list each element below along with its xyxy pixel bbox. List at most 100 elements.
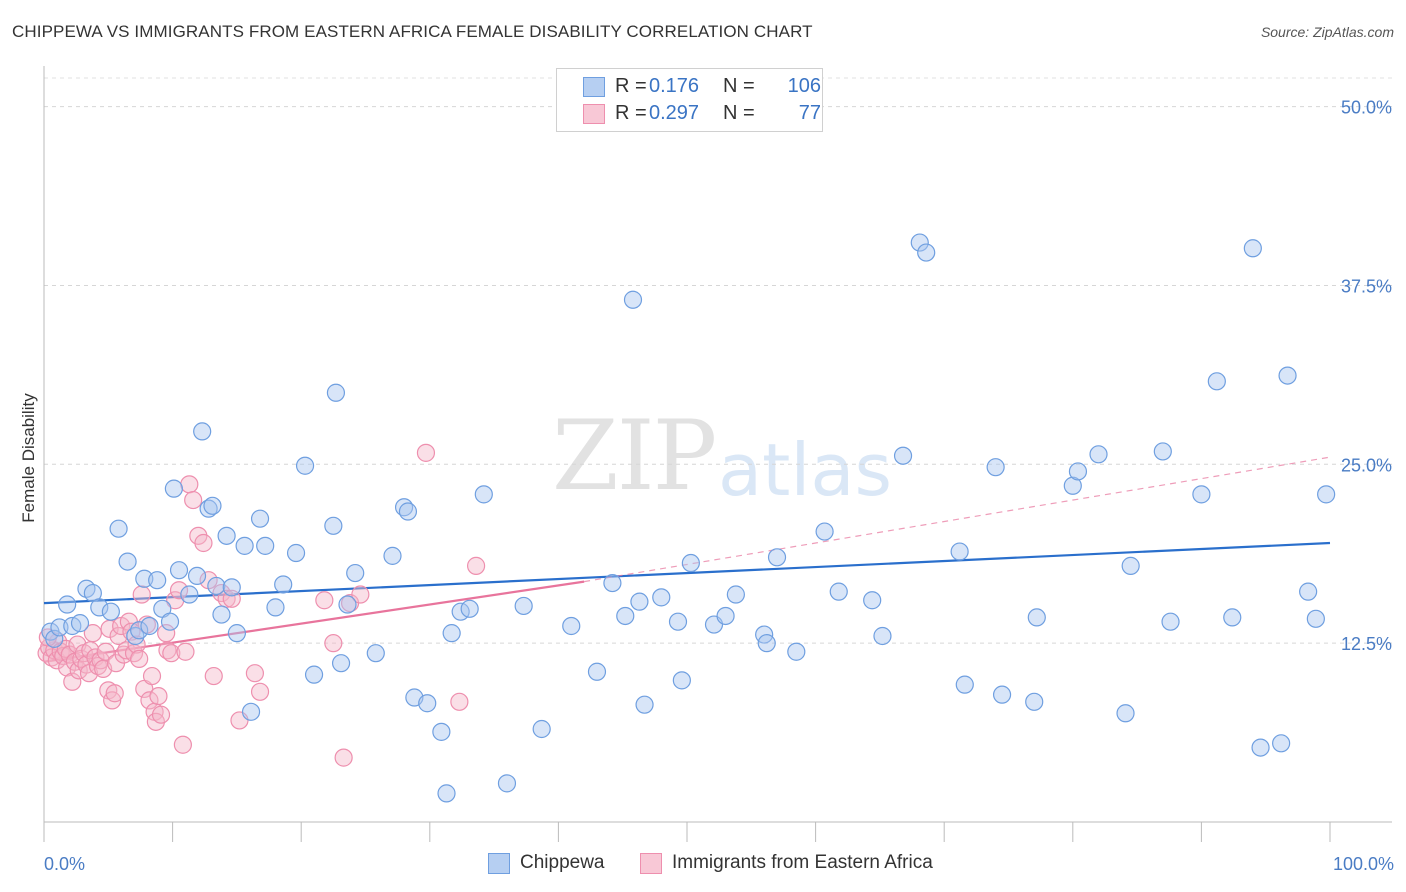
point-chippewa [140, 616, 159, 636]
legend-r-value: 0.176 [649, 75, 700, 97]
point-immigrants [324, 634, 343, 653]
point-immigrants [315, 591, 334, 610]
point-chippewa [1089, 445, 1108, 464]
point-chippewa [955, 675, 974, 694]
correlation-legend: R = 0.176 N = 106 R = 0.297 N = 77 [556, 68, 823, 132]
point-chippewa [893, 446, 913, 465]
point-immigrants [42, 648, 61, 667]
point-immigrants [173, 735, 192, 754]
point-chippewa [863, 591, 882, 610]
point-chippewa [497, 774, 517, 793]
point-immigrants [176, 642, 195, 661]
legend-n-value: 77 [798, 102, 821, 124]
point-chippewa [90, 598, 109, 617]
point-immigrants [142, 666, 162, 686]
point-chippewa [767, 548, 787, 567]
point-chippewa [716, 606, 735, 626]
point-chippewa [1223, 608, 1242, 627]
point-chippewa [668, 612, 688, 631]
point-chippewa [917, 243, 936, 262]
point-immigrants [245, 664, 265, 683]
point-chippewa [1027, 608, 1046, 627]
legend-n-value: 106 [787, 75, 821, 97]
point-chippewa [1299, 582, 1318, 601]
x-tick-label: 100.0% [1333, 854, 1394, 874]
point-chippewa [326, 383, 346, 402]
point-immigrants [466, 556, 486, 575]
point-chippewa [418, 694, 437, 713]
point-chippewa [324, 516, 343, 535]
point-chippewa [1278, 366, 1297, 385]
point-chippewa [437, 784, 456, 803]
point-chippewa [256, 536, 275, 555]
y-tick-label: 25.0% [1341, 455, 1392, 475]
point-chippewa [331, 654, 351, 673]
point-chippewa [532, 719, 551, 739]
point-immigrants [140, 691, 159, 710]
point-chippewa [212, 605, 231, 624]
point-chippewa [70, 614, 90, 633]
y-tick-label: 50.0% [1341, 98, 1392, 118]
point-immigrants [151, 705, 171, 724]
point-chippewa [164, 479, 183, 498]
point-chippewa [603, 573, 622, 593]
x-tick-label: 0.0% [44, 854, 85, 874]
legend-n-label: N = [723, 102, 755, 124]
point-chippewa [562, 616, 581, 636]
point-chippewa [1243, 239, 1262, 258]
point-chippewa [873, 626, 892, 646]
tick-labels: 12.5% 25.0% 37.5% 50.0% 0.0% 100.0% [44, 98, 1394, 874]
point-chippewa [203, 496, 222, 515]
point-chippewa [286, 543, 306, 563]
point-chippewa [193, 422, 212, 441]
point-immigrants [63, 672, 82, 691]
point-chippewa [109, 519, 128, 538]
point-chippewa [474, 485, 493, 504]
legend-r-label: R = [615, 102, 647, 124]
point-chippewa [346, 563, 365, 583]
point-immigrants [204, 666, 223, 686]
point-chippewa [986, 458, 1005, 477]
point-immigrants [351, 585, 370, 604]
point-chippewa [180, 585, 199, 604]
point-chippewa [1153, 442, 1172, 461]
point-chippewa [514, 596, 533, 616]
point-chippewa [1272, 734, 1291, 753]
point-immigrants [105, 684, 124, 703]
trend-line-0 [43, 541, 1331, 605]
point-chippewa [148, 571, 167, 590]
point-chippewa [910, 233, 929, 252]
point-immigrants [79, 664, 99, 683]
y-tick-label: 12.5% [1341, 634, 1392, 654]
point-immigrants [334, 748, 353, 767]
point-chippewa [1317, 485, 1336, 504]
y-tick-label: 37.5% [1341, 276, 1392, 296]
point-chippewa [672, 671, 691, 690]
point-immigrants [132, 585, 151, 604]
point-immigrants [250, 682, 270, 701]
point-chippewa [235, 536, 254, 555]
point-immigrants [54, 646, 73, 666]
point-chippewa [187, 566, 207, 586]
point-chippewa [398, 502, 418, 521]
watermark-atlas: atlas [718, 428, 892, 512]
chart-title: CHIPPEWA VS IMMIGRANTS FROM EASTERN AFRI… [12, 22, 813, 41]
point-chippewa [118, 552, 137, 571]
point-chippewa [207, 576, 226, 596]
point-chippewa [587, 662, 607, 681]
point-chippewa [383, 546, 402, 565]
point-immigrants [194, 533, 213, 553]
legend-r-label: R = [615, 75, 647, 97]
legend-swatch-immigrants [583, 104, 605, 124]
point-chippewa [250, 509, 270, 528]
point-chippewa [266, 598, 285, 617]
trend-extension-1 [584, 456, 1331, 583]
point-chippewa [222, 578, 241, 597]
point-chippewa [45, 629, 64, 648]
point-chippewa [241, 702, 261, 721]
point-chippewa [58, 595, 77, 614]
point-immigrants [450, 692, 469, 711]
point-chippewa [338, 595, 357, 614]
y-axis-title: Female Disability [19, 393, 38, 523]
point-immigrants [83, 624, 102, 643]
